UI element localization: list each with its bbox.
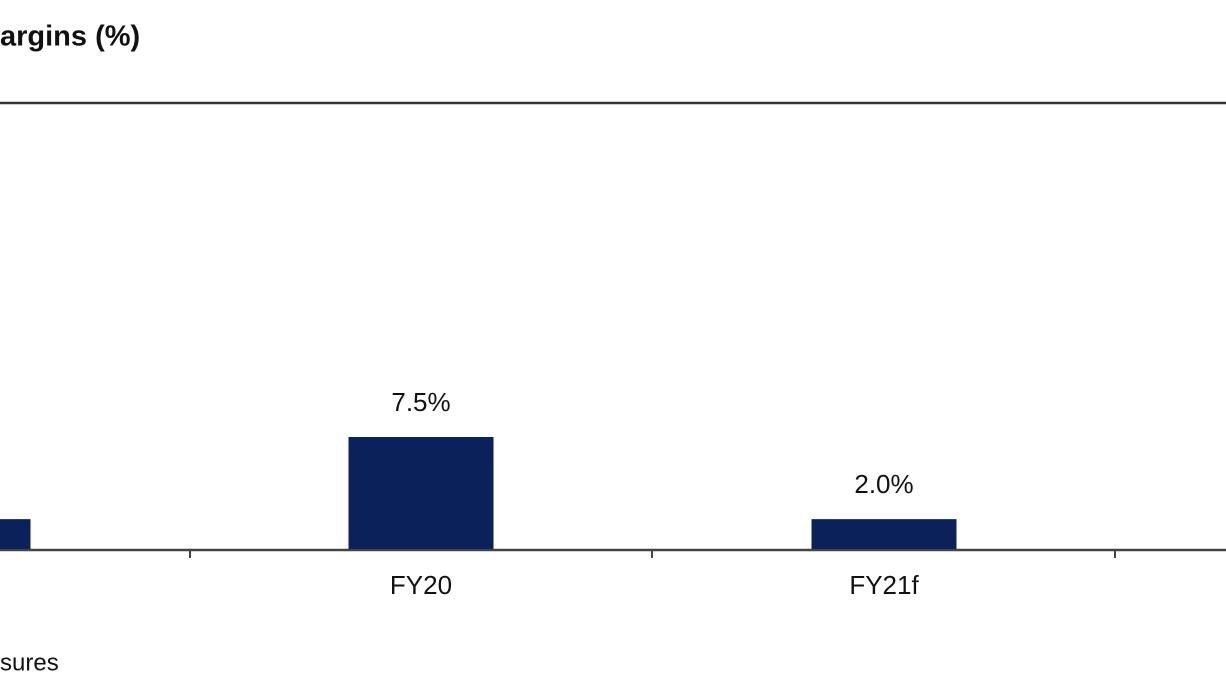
footnote: sures [0,649,59,676]
bar [348,437,494,549]
x-tick-label: FY20 [390,570,452,600]
x-tick-label: FY21f [849,570,919,600]
bar [0,519,31,549]
value-label: 7.5% [391,387,450,417]
bar [811,519,957,549]
chart-title: argins (%) [0,21,140,53]
value-label: 2.0% [854,469,913,499]
